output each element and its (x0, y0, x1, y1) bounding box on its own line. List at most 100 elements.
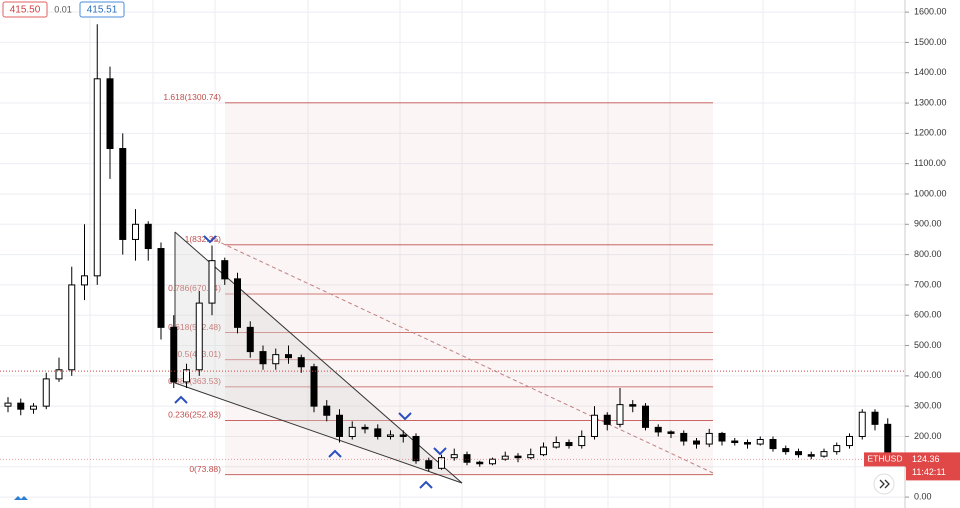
header: 415.50 0.01 415.51 (2, 1, 125, 18)
price-axis: 0.00100.00200.00300.00400.00500.00600.00… (904, 0, 947, 508)
candle-body (4, 402, 12, 407)
candle-body (55, 369, 63, 380)
last-price: 124.36 (912, 454, 940, 464)
candle-body (718, 432, 726, 442)
candle-body (348, 426, 356, 437)
candle-body (858, 411, 866, 437)
candle-body (310, 366, 318, 407)
candle-body (540, 446, 547, 456)
candle-body (871, 411, 879, 425)
candle-body (667, 431, 675, 434)
candle-body (285, 354, 292, 359)
candle-body (680, 432, 688, 442)
fib-label: 0.382(363.53) (168, 376, 221, 386)
y-tick-label: 1200.00 (914, 128, 947, 138)
candle-body (731, 440, 739, 444)
wedge-line (174, 382, 463, 484)
fib-label: 0(73.88) (189, 464, 221, 474)
symbol: ETHUSD (868, 454, 903, 464)
y-tick-label: 500.00 (914, 340, 942, 350)
candle-body (476, 461, 484, 465)
candle-body (782, 448, 790, 453)
candle-body (234, 278, 241, 328)
candle-body (591, 414, 598, 437)
up-marker (419, 480, 433, 489)
up-marker (328, 449, 342, 458)
candle-body (81, 275, 88, 286)
candle-body (820, 451, 828, 457)
candle-body (412, 435, 420, 462)
candle-body (183, 369, 190, 383)
candle-body (17, 402, 25, 410)
candle-body (93, 78, 101, 277)
bid: 415.50 (10, 5, 41, 16)
y-tick-label: 0.00 (914, 491, 932, 501)
candle-body (807, 454, 815, 457)
price-box (906, 452, 960, 481)
last-price-tag: ETHUSD 124.36 11:42:11 (0, 452, 960, 481)
candle-body (438, 457, 445, 469)
candle-body (756, 438, 764, 445)
candle-body (514, 455, 522, 459)
candle-body (705, 432, 713, 445)
candle-body (42, 378, 50, 407)
candle-body (387, 434, 394, 437)
candle-body (208, 260, 216, 304)
candle-body (68, 284, 76, 371)
fib-zone (225, 102, 713, 475)
candle-body (246, 326, 254, 353)
candle-body (272, 354, 280, 365)
candles (4, 24, 892, 472)
countdown: 11:42:11 (912, 467, 946, 477)
candle-body (552, 442, 560, 448)
candle-body (654, 426, 662, 433)
fib-label: 1.618(1300.74) (163, 92, 221, 102)
candle-body (361, 426, 369, 430)
y-tick-label: 1100.00 (914, 158, 946, 168)
candle-body (450, 454, 458, 459)
candle-body (30, 405, 37, 410)
candle-body (795, 451, 802, 456)
candle-body (144, 223, 152, 250)
y-tick-label: 200.00 (914, 431, 942, 441)
down-marker (433, 447, 447, 456)
candle-body (157, 248, 165, 328)
candle-body (106, 78, 114, 150)
candle-body (693, 440, 700, 445)
ask: 415.51 (87, 5, 118, 16)
scroll-icon[interactable] (879, 479, 890, 489)
candle-body (195, 302, 203, 371)
candle-body (221, 260, 229, 280)
spread: 0.01 (54, 4, 72, 14)
candle-body (833, 445, 841, 453)
y-tick-label: 300.00 (914, 401, 942, 411)
candle-body (769, 438, 777, 450)
candle-body (846, 435, 853, 447)
candle-body (616, 404, 624, 425)
candle-body (603, 414, 611, 425)
y-tick-label: 800.00 (914, 249, 942, 259)
y-tick-label: 600.00 (914, 310, 942, 320)
candle-body (323, 405, 331, 416)
candle-body (425, 460, 433, 469)
candle-body (744, 442, 751, 445)
candle-body (527, 454, 535, 459)
candle-body (565, 442, 573, 447)
candle-body (170, 326, 178, 383)
candle-body (463, 454, 471, 463)
candle-body (642, 405, 649, 428)
up-marker (174, 395, 188, 404)
logo (14, 496, 28, 500)
down-marker (398, 412, 412, 421)
candle-body (259, 351, 267, 365)
fibonacci: 1.618(1300.74) 1(832.35) 0.786(670.04) 0.61… (163, 92, 713, 476)
fib-label: 0.786(670.04) (168, 283, 221, 293)
y-tick-label: 900.00 (914, 219, 942, 229)
candle-body (119, 148, 127, 240)
down-marker (203, 235, 217, 244)
candle-body (399, 434, 407, 437)
candle-body (501, 455, 509, 460)
candle-body (578, 435, 586, 447)
time-grid (89, 0, 856, 508)
y-tick-label: 1000.00 (914, 188, 947, 198)
